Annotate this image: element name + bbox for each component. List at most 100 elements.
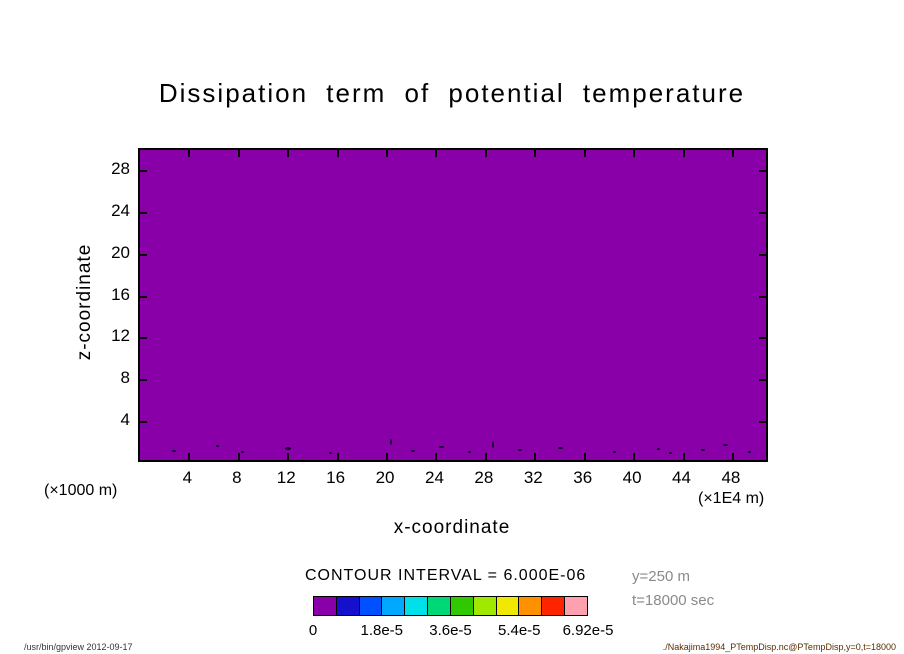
y-tick-label: 4 bbox=[120, 410, 130, 430]
x-tick-mark bbox=[731, 150, 734, 157]
x-tick-mark bbox=[287, 453, 290, 460]
colorbar-segment bbox=[473, 597, 497, 615]
footer-source: ./Nakajima1994_PTempDisp.nc@PTempDisp,y=… bbox=[662, 642, 896, 652]
y-tick-label: 20 bbox=[111, 242, 130, 262]
x-tick-mark bbox=[633, 150, 636, 157]
x-tick-mark bbox=[386, 453, 389, 460]
colorbar-segment bbox=[519, 597, 543, 615]
y-tick-label: 8 bbox=[120, 368, 130, 388]
x-tick-mark bbox=[287, 150, 290, 157]
y-tick-label: 24 bbox=[111, 200, 130, 220]
y-tick-label: 28 bbox=[111, 158, 130, 178]
y-tick-mark bbox=[759, 379, 766, 382]
x-tick-mark bbox=[583, 150, 586, 157]
y-tick-mark bbox=[759, 295, 766, 298]
dissipation-speckle bbox=[656, 448, 660, 451]
x-tick-label: 32 bbox=[523, 468, 543, 487]
dissipation-speckle bbox=[722, 444, 728, 447]
colorbar-tick-label: 5.4e-5 bbox=[497, 622, 541, 639]
dissipation-speckle bbox=[284, 447, 291, 451]
x-tick-label: 20 bbox=[375, 468, 395, 487]
dissipation-speckle bbox=[467, 451, 471, 454]
dissipation-speckle bbox=[491, 440, 494, 448]
dissipation-speckle bbox=[171, 450, 176, 453]
x-tick-mark bbox=[731, 453, 734, 460]
colorbar-segment bbox=[359, 597, 383, 615]
colorbar-segment bbox=[542, 597, 566, 615]
contour-interval-label: CONTOUR INTERVAL = 6.000E-06 bbox=[305, 567, 587, 584]
dissipation-speckle bbox=[700, 449, 705, 452]
y-tick-mark bbox=[759, 253, 766, 256]
y-tick-label: 12 bbox=[111, 326, 130, 346]
x-tick-mark bbox=[188, 453, 191, 460]
colorbar-segment bbox=[314, 597, 337, 615]
y-axis-label: z-coordinate bbox=[74, 243, 95, 361]
x-tick-label: 24 bbox=[425, 468, 444, 487]
x-tick-label: 28 bbox=[474, 468, 494, 487]
x-axis-unit: (×1E4 m) bbox=[698, 490, 765, 507]
x-tick-mark bbox=[682, 150, 685, 157]
footer-command: /usr/bin/gpview 2012-09-17 bbox=[24, 642, 133, 652]
x-tick-label: 16 bbox=[326, 468, 346, 487]
x-tick-mark bbox=[435, 453, 438, 460]
dissipation-speckle bbox=[215, 445, 219, 448]
plot-area bbox=[138, 148, 768, 462]
y-tick-mark bbox=[759, 337, 766, 340]
y-tick-mark bbox=[140, 211, 147, 214]
colorbar-segment bbox=[450, 597, 474, 615]
x-tick-mark bbox=[386, 150, 389, 157]
colorbar-tick-label: 3.6e-5 bbox=[429, 622, 472, 639]
x-tick-mark bbox=[188, 150, 191, 157]
x-tick-label: 44 bbox=[672, 468, 691, 487]
annotation-y-level: y=250 m bbox=[632, 568, 690, 585]
colorbar-segment bbox=[405, 597, 429, 615]
x-axis-label: x-coordinate bbox=[393, 517, 511, 538]
y-axis-unit: (×1000 m) bbox=[44, 482, 118, 499]
x-tick-mark bbox=[534, 150, 537, 157]
dissipation-speckle bbox=[439, 446, 445, 449]
x-tick-mark bbox=[237, 150, 240, 157]
x-tick-mark bbox=[484, 453, 487, 460]
colorbar-tick-label: 6.92e-5 bbox=[562, 622, 614, 639]
x-tick-mark bbox=[336, 150, 339, 157]
colorbar-tick-label: 0 bbox=[308, 622, 318, 639]
y-tick-mark bbox=[140, 337, 147, 340]
x-tick-mark bbox=[682, 453, 685, 460]
annotation-time: t=18000 sec bbox=[632, 592, 715, 609]
x-tick-mark bbox=[336, 453, 339, 460]
colorbar-segment bbox=[336, 597, 360, 615]
y-tick-mark bbox=[140, 421, 147, 424]
dissipation-speckle bbox=[747, 451, 751, 454]
dissipation-speckle bbox=[329, 452, 332, 455]
y-tick-label: 16 bbox=[111, 284, 130, 304]
x-tick-label: 4 bbox=[182, 468, 193, 487]
dissipation-speckle bbox=[518, 449, 522, 452]
dissipation-speckle bbox=[240, 451, 244, 454]
x-tick-mark bbox=[583, 453, 586, 460]
y-tick-mark bbox=[759, 421, 766, 424]
x-tick-mark bbox=[633, 453, 636, 460]
colorbar bbox=[313, 596, 588, 616]
colorbar-segment bbox=[428, 597, 451, 615]
y-tick-mark bbox=[759, 211, 766, 214]
x-tick-label: 12 bbox=[276, 468, 296, 487]
colorbar-segment bbox=[565, 597, 587, 615]
x-tick-label: 40 bbox=[622, 468, 642, 487]
colorbar-segment bbox=[496, 597, 520, 615]
x-tick-mark bbox=[534, 453, 537, 460]
x-tick-label: 48 bbox=[721, 468, 741, 487]
y-tick-mark bbox=[140, 379, 147, 382]
y-tick-mark bbox=[140, 169, 147, 172]
x-tick-label: 36 bbox=[573, 468, 593, 487]
dissipation-speckle bbox=[669, 452, 673, 455]
y-tick-mark bbox=[140, 295, 147, 298]
dissipation-speckle bbox=[410, 450, 415, 453]
x-tick-label: 8 bbox=[232, 468, 242, 487]
y-tick-mark bbox=[759, 169, 766, 172]
y-tick-mark bbox=[140, 253, 147, 256]
x-tick-mark bbox=[435, 150, 438, 157]
dissipation-speckle bbox=[390, 438, 393, 445]
dissipation-speckle bbox=[557, 447, 563, 450]
dissipation-speckle bbox=[612, 451, 616, 454]
